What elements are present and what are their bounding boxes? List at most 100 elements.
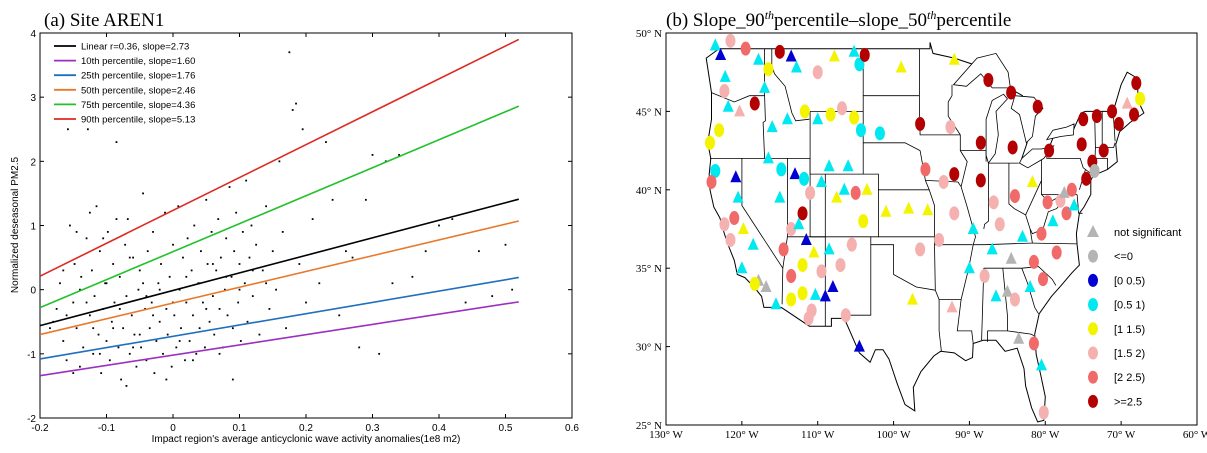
site-triangle	[816, 175, 827, 187]
data-point	[190, 269, 193, 272]
data-point	[228, 186, 231, 188]
data-point	[133, 333, 136, 336]
data-point	[184, 359, 186, 362]
data-point	[212, 263, 214, 265]
series-line-1	[39, 301, 519, 377]
data-point	[115, 218, 118, 220]
site-circle	[975, 173, 986, 188]
site-circle	[812, 65, 823, 80]
site-circle	[988, 195, 999, 210]
state-border	[863, 142, 921, 151]
lon-tick-label: 80° W	[1031, 429, 1060, 441]
site-triangle	[823, 242, 835, 255]
site-triangle	[922, 203, 934, 216]
site-circle	[859, 47, 870, 62]
data-point	[100, 372, 103, 374]
y-tick-label: 2	[30, 157, 36, 168]
great-lake	[1045, 123, 1075, 141]
x-tick-label: -0.1	[98, 423, 116, 434]
data-point	[210, 231, 213, 233]
site-circle	[797, 286, 808, 301]
data-point	[182, 256, 184, 259]
data-point	[192, 314, 194, 317]
site-triangle	[809, 287, 821, 300]
data-point	[106, 231, 109, 233]
legend-marker	[1088, 249, 1098, 263]
site-circle	[949, 206, 960, 221]
state-border	[1021, 268, 1039, 314]
site-triangle	[819, 289, 831, 302]
legend-marker	[1087, 225, 1099, 237]
data-point	[158, 288, 161, 291]
data-point	[202, 301, 204, 304]
data-point	[98, 352, 101, 355]
data-point	[177, 205, 180, 208]
data-point	[62, 269, 65, 272]
data-point	[398, 154, 400, 156]
x-tick-label: 0	[170, 423, 176, 434]
site-triangle	[737, 222, 749, 234]
legend-a: Linear r=0.36, slope=2.73 10th percentile…	[54, 42, 195, 126]
state-border	[1008, 163, 1033, 244]
site-triangle	[722, 99, 734, 112]
data-point	[358, 346, 361, 349]
site-circle	[1038, 405, 1049, 420]
chart-b-title-part2: percentile–slope_50	[774, 10, 927, 31]
site-triangle	[827, 280, 839, 292]
site-circle	[704, 135, 715, 150]
data-point	[75, 327, 78, 330]
y-tick-label: 4	[30, 29, 36, 40]
data-point	[298, 263, 301, 265]
data-point	[49, 327, 51, 330]
data-point	[90, 269, 93, 272]
x-tick-label: 0.4	[432, 423, 446, 434]
data-point	[120, 378, 123, 381]
data-point	[95, 205, 98, 208]
data-point	[164, 211, 166, 214]
site-triangle	[766, 120, 778, 133]
site-circle	[1098, 143, 1109, 158]
data-point	[59, 282, 61, 285]
data-point	[504, 243, 507, 246]
data-point	[170, 365, 173, 368]
y-tick-label: 1	[30, 222, 36, 233]
data-point	[208, 320, 211, 323]
data-point	[511, 288, 514, 291]
site-triangle	[842, 159, 854, 172]
site-triangle	[990, 289, 1002, 302]
lon-tick-label: 70° W	[1107, 429, 1136, 441]
data-point	[122, 327, 125, 330]
site-circle	[915, 116, 926, 131]
site-circle	[1135, 91, 1146, 106]
data-point	[338, 314, 341, 317]
site-circle	[934, 232, 945, 247]
data-point	[180, 327, 182, 330]
lat-tick-label: 45° N	[636, 106, 662, 118]
chart-b-title: (b) Slope_90thpercentile–slope_50thperce…	[666, 8, 1011, 31]
data-point	[255, 243, 258, 246]
us-states-outline	[705, 42, 1145, 423]
data-point	[168, 275, 171, 278]
scatter-panel: (a) Site AREN1 -0.2 -0.1 0 0.1 0.2 0.3 0.4 0.5 0…	[10, 10, 579, 445]
data-point	[239, 340, 242, 342]
data-point	[146, 250, 149, 253]
state-border	[1076, 194, 1083, 214]
data-point	[238, 263, 241, 265]
site-triangle	[1024, 280, 1036, 292]
site-triangle	[838, 182, 850, 195]
site-circle	[1107, 104, 1118, 119]
data-point	[148, 327, 151, 330]
legend-marker	[1088, 298, 1098, 312]
state-border	[983, 266, 1057, 286]
state-border	[925, 180, 962, 187]
data-point	[231, 327, 234, 330]
data-point	[102, 237, 105, 240]
site-triangle	[1058, 185, 1070, 198]
data-point	[204, 346, 206, 349]
site-circle	[816, 264, 827, 279]
lat-tick-label: 40° N	[636, 185, 662, 197]
site-circle	[846, 237, 857, 252]
data-point	[62, 340, 65, 342]
data-point	[178, 288, 181, 291]
